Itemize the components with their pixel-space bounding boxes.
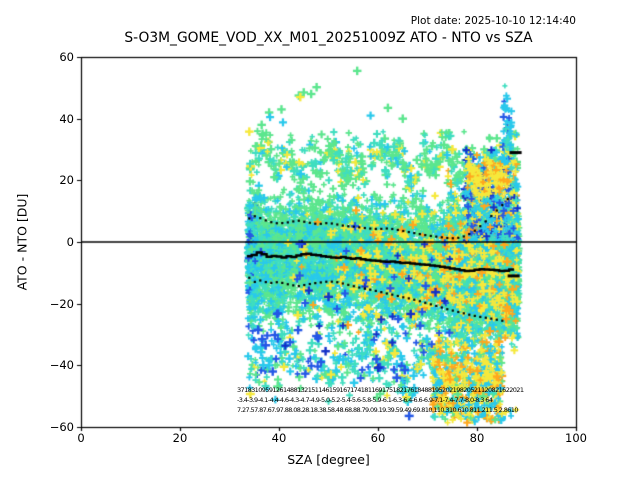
x-tick-label-20: 20 — [172, 431, 188, 445]
bin-stats-row-mean: -3.4-3.9-4.1-4.4-4.6-4.3-4.7-4.9-5.0-5.2… — [237, 396, 493, 404]
bin-stats-row-stddev: 7.27.57.87.67.97.88.08.28.18.38.58.48.68… — [237, 406, 518, 414]
axis-label-x: SZA [degree] — [287, 452, 370, 467]
y-tick-label-60: 60 — [59, 50, 74, 64]
y-tick-label-neg20: −20 — [49, 297, 74, 311]
bin-stats-row-counts: 3718310959126148813215114615916717418116… — [237, 386, 524, 394]
x-tick-label-80: 80 — [469, 431, 485, 445]
y-tick-label-neg60: −60 — [49, 420, 74, 434]
y-tick-label-neg40: −40 — [49, 358, 74, 372]
y-tick-label-40: 40 — [59, 112, 74, 126]
chart-title: S-O3M_GOME_VOD_XX_M01_20251009Z ATO - NT… — [124, 30, 533, 46]
y-tick-label-20: 20 — [59, 173, 74, 187]
x-tick-label-0: 0 — [77, 431, 85, 445]
x-tick-label-40: 40 — [271, 431, 287, 445]
axis-label-y: ATO - NTO [DU] — [14, 193, 30, 291]
x-tick-label-100: 100 — [565, 431, 587, 445]
x-tick-label-60: 60 — [370, 431, 386, 445]
y-tick-label-0: 0 — [66, 235, 74, 249]
plot-date: Plot date: 2025-10-10 12:14:40 — [410, 15, 576, 27]
